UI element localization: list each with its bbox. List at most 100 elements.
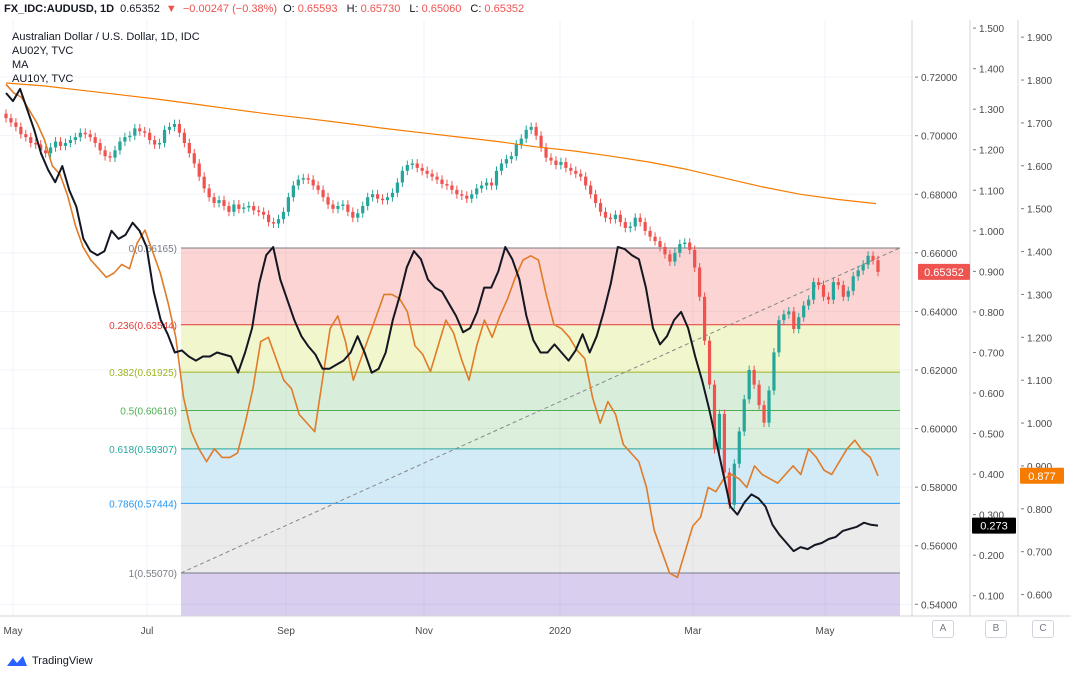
candle-body	[237, 204, 241, 209]
fib-level-label: 0.618(0.59307)	[109, 445, 177, 456]
legend-au02y[interactable]: AU02Y, TVC	[12, 45, 74, 57]
candle-body	[747, 369, 751, 400]
candle-body	[286, 197, 291, 212]
candle-body	[93, 137, 97, 144]
fib-zone	[181, 372, 900, 411]
axis-c-tick: 1.500	[1027, 205, 1052, 216]
candle-body	[866, 255, 870, 265]
fib-trend-line	[180, 247, 901, 574]
candle-body	[29, 137, 33, 144]
candle-body	[722, 413, 727, 473]
candle-body	[831, 282, 836, 300]
candle-body	[187, 143, 191, 154]
close-value: 0.65352	[484, 3, 525, 15]
candle-body	[420, 167, 424, 171]
candle-body	[316, 185, 320, 190]
candle-body	[44, 150, 48, 154]
candle-body	[777, 320, 781, 353]
candle-body	[693, 249, 697, 268]
symbol-title[interactable]: FX_IDC:AUDUSD, 1D	[4, 3, 115, 15]
candle-body	[514, 144, 518, 157]
candle-body	[440, 179, 444, 185]
candle-body	[707, 340, 712, 385]
candle-body	[475, 188, 479, 195]
high-value: 0.65730	[360, 3, 401, 15]
candle-body	[385, 197, 390, 201]
candle-body	[792, 311, 796, 329]
candle-body	[88, 134, 92, 138]
candle-body	[177, 123, 182, 133]
candle-body	[162, 129, 167, 144]
candle-body	[455, 189, 459, 195]
candle-body	[375, 194, 380, 199]
axis-c-tick: 0.600	[1027, 591, 1052, 602]
candle-body	[172, 123, 177, 127]
fib-zone	[181, 448, 900, 504]
open-value: 0.65593	[297, 3, 338, 15]
fib-level-label: 0.236(0.63544)	[109, 321, 177, 332]
brand-label: TradingView	[32, 655, 93, 667]
axis-b-tick: 1.000	[979, 227, 1004, 238]
candle-body	[484, 182, 489, 186]
candle-body	[182, 132, 186, 144]
last-value-badge	[1020, 467, 1064, 484]
candle-body	[34, 143, 38, 145]
legend-ma[interactable]: MA	[12, 59, 29, 71]
fib-level-label: 1(0.55070)	[129, 569, 177, 580]
tradingview-brand[interactable]: TradingView	[6, 654, 93, 668]
candle-body	[673, 252, 677, 262]
low-label: L:	[409, 3, 419, 15]
candle-body	[772, 352, 776, 391]
candle-body	[787, 311, 791, 315]
candle-body	[242, 207, 246, 209]
axis-b-tick: 1.500	[979, 24, 1004, 35]
candle-body	[470, 194, 474, 199]
axis-b-tick: 0.800	[979, 308, 1004, 319]
x-tick-label: Jul	[141, 626, 154, 637]
axis-a-tick: 0.60000	[921, 425, 958, 436]
last-value-label: 0.65352	[924, 267, 964, 279]
axis-c-tick: 0.700	[1027, 548, 1052, 559]
axis-c-tick: 1.200	[1027, 333, 1052, 344]
candle-body	[851, 276, 855, 291]
symbol-header: FX_IDC:AUDUSD, 1D 0.65352 ▼ −0.00247 (−0…	[0, 0, 1071, 20]
candle-body	[564, 162, 568, 168]
candle-body	[702, 296, 707, 341]
candle-body	[222, 200, 226, 206]
axis-b-tick: 0.400	[979, 470, 1004, 481]
candle-body	[371, 194, 375, 198]
candle-body	[489, 182, 494, 186]
candle-body	[262, 211, 266, 215]
candle-body	[430, 173, 434, 177]
axis-b-tick: 1.300	[979, 105, 1004, 116]
candle-body	[53, 141, 58, 148]
candle-body	[603, 211, 608, 218]
candle-body	[445, 184, 449, 186]
candle-body	[410, 163, 414, 165]
candle-body	[598, 203, 603, 212]
x-tick-label: Nov	[415, 626, 433, 637]
candle-body	[425, 170, 429, 174]
candle-body	[405, 164, 409, 171]
candle-body	[579, 173, 583, 177]
axis-a-tick: 0.54000	[921, 600, 958, 611]
axis-c-button[interactable]: C	[1032, 620, 1054, 638]
axis-b-button[interactable]: B	[985, 620, 1007, 638]
axis-a-tick: 0.72000	[921, 73, 958, 84]
candle-body	[148, 132, 152, 141]
x-tick-label: 2020	[549, 626, 572, 637]
candle-body	[841, 285, 845, 297]
candle-body	[698, 267, 702, 297]
candle-body	[524, 129, 528, 139]
axis-a-button[interactable]: A	[932, 620, 954, 638]
candle-body	[395, 182, 400, 193]
candle-body	[757, 384, 761, 406]
candle-body	[247, 205, 251, 208]
candle-body	[494, 170, 499, 186]
candle-body	[752, 369, 756, 385]
legend-title[interactable]: Australian Dollar / U.S. Dollar, 1D, IDC	[12, 31, 200, 43]
candle-body	[608, 217, 613, 220]
legend-au10y[interactable]: AU10Y, TVC	[12, 73, 74, 85]
candle-body	[276, 219, 281, 224]
